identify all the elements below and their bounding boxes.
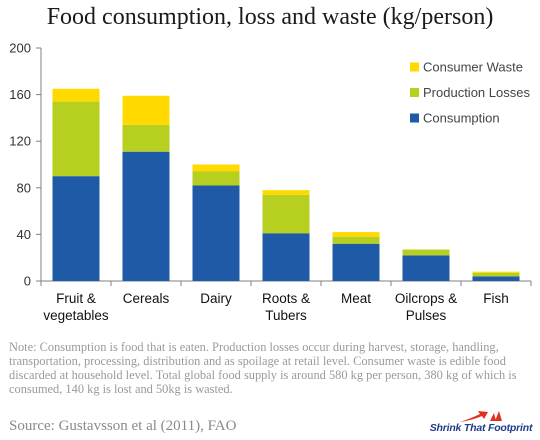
stacked-bar-chart: 0 40 80 120 160 200 Fruit & vegetables Cereals Da…	[9, 41, 532, 323]
y-tick-label: 80	[17, 180, 31, 195]
bar-consumption	[52, 176, 100, 281]
legend-swatch	[410, 113, 419, 123]
bar-production-losses	[332, 236, 380, 244]
legend-label: Production Losses	[423, 85, 530, 100]
bar-consumption	[122, 151, 170, 281]
bar-consumer-waste	[472, 271, 520, 273]
y-tick-label: 160	[9, 87, 31, 102]
bar-production-losses	[122, 124, 170, 152]
y-tick-label: 0	[24, 274, 31, 289]
x-tick-label: Oilcrops & Pulses	[395, 291, 457, 323]
bar-production-losses	[402, 249, 450, 256]
x-tick-label: Dairy	[200, 291, 232, 306]
legend-label: Consumption	[423, 111, 500, 126]
chart-title: Food consumption, loss and waste (kg/per…	[46, 4, 494, 30]
footprint-arrow-icon	[460, 411, 502, 422]
bar-consumption	[332, 243, 380, 281]
legend-swatch	[410, 88, 419, 97]
x-tick-label: Roots & Tubers	[262, 291, 310, 323]
bar-consumer-waste	[332, 232, 380, 237]
y-tick-label: 120	[9, 134, 31, 149]
bar-consumption	[402, 255, 450, 281]
legend-label: Consumer Waste	[423, 60, 523, 75]
bar-production-losses	[192, 171, 240, 186]
bar-consumer-waste	[122, 95, 170, 125]
bar-consumer-waste	[192, 164, 240, 172]
x-tick-label: Meat	[341, 291, 371, 306]
chart-legend: Consumer Waste Production Losses Consumpti…	[410, 60, 530, 126]
bar-production-losses	[472, 272, 520, 277]
source-citation: Source: Gustavsson et al (2011), FAO	[9, 418, 237, 434]
shrink-that-footprint-logo[interactable]: Shrink That Footprint	[424, 408, 538, 438]
x-tick-label: Fish	[483, 291, 509, 306]
bar-consumption	[262, 233, 310, 281]
chart-bars	[52, 88, 520, 281]
chart-axes: 0 40 80 120 160 200 Fruit & vegetables Cereals Da…	[9, 41, 532, 323]
x-tick-label: Cereals	[123, 291, 170, 306]
x-tick-label: Fruit & vegetables	[43, 291, 109, 323]
bar-consumer-waste	[52, 88, 100, 102]
y-tick-label: 200	[9, 41, 31, 56]
bar-consumption	[472, 276, 520, 281]
bar-production-losses	[52, 101, 100, 177]
legend-swatch	[410, 62, 419, 72]
bar-consumption	[192, 185, 240, 281]
logo-text: Shrink That Footprint	[429, 422, 533, 434]
bar-consumer-waste	[262, 190, 310, 195]
bar-production-losses	[262, 194, 310, 234]
y-tick-label: 40	[17, 227, 31, 242]
chart-note: Note: Consumption is food that is eaten.…	[9, 340, 517, 396]
